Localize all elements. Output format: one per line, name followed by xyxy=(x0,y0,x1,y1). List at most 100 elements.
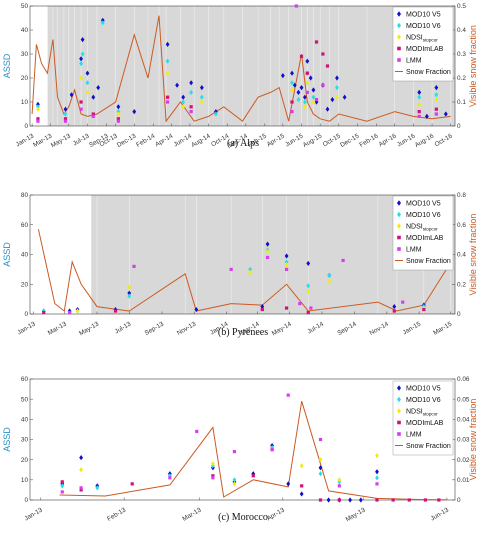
mod10v5-point xyxy=(318,465,323,471)
legend-swatch-mod10v6 xyxy=(397,22,401,29)
lmm-point xyxy=(63,119,68,123)
legend-swatch-ndsi xyxy=(397,408,401,414)
ndsi-point xyxy=(299,463,304,469)
mod10v5-point xyxy=(286,481,291,487)
mod10v6-point xyxy=(306,283,311,289)
lmm-point xyxy=(298,301,302,306)
shaded-period-0 xyxy=(47,6,455,126)
x-tick-label: Jun-14 xyxy=(172,132,193,148)
x-tick-label: Feb-13 xyxy=(106,506,127,522)
ndsi-point xyxy=(284,262,289,268)
lmm-point xyxy=(290,110,294,114)
modimlab-point xyxy=(79,100,83,104)
y2-tick-label: 0.8 xyxy=(457,192,466,199)
ndsi-point xyxy=(36,106,40,112)
x-tick-label: Aug-15 xyxy=(302,132,324,149)
ndsi-point xyxy=(127,284,132,290)
legend-label-ndsi-subscript: stopcor xyxy=(423,37,439,42)
ndsi-point xyxy=(211,461,215,467)
modimlab-point xyxy=(60,480,64,484)
mod10v5-point xyxy=(69,92,74,98)
lmm-point xyxy=(270,447,274,452)
x-tick-label: Jun-15 xyxy=(284,132,305,148)
ndsi-point xyxy=(305,80,310,86)
x-tick-label: Oct-16 xyxy=(434,132,454,148)
legend-label-ndsi: NDSIstopcor xyxy=(406,223,438,231)
modimlab-point xyxy=(42,310,46,315)
mod10v6-point xyxy=(302,99,307,105)
snow-fraction-line xyxy=(59,401,447,501)
ndsi-point xyxy=(375,453,379,459)
mod10v6-point xyxy=(327,272,332,278)
x-tick-label: May-13 xyxy=(78,320,100,337)
mod10v5-point xyxy=(127,290,132,296)
mod10v5-point xyxy=(348,497,352,503)
lmm-point xyxy=(401,300,405,304)
y2-tick-label: 0.2 xyxy=(457,75,466,82)
y2-tick-label: 0.03 xyxy=(457,437,470,444)
ndsi-point xyxy=(318,457,323,463)
legend-label-lmm: LMM xyxy=(406,246,422,253)
legend-swatch-modimlab xyxy=(397,235,401,240)
y2-tick-label: 0.3 xyxy=(457,51,466,58)
plot-frame xyxy=(29,5,456,127)
y2-axis-label: Visible snow fraction xyxy=(468,399,478,481)
legend-swatch-modimlab xyxy=(397,46,401,51)
mod10v6-point xyxy=(311,94,316,100)
mod10v6-point xyxy=(100,20,105,26)
y-tick-label: 10 xyxy=(21,477,29,484)
modimlab-point xyxy=(314,40,319,44)
mod10v5-point xyxy=(375,469,379,475)
y-axis-label: ASSD xyxy=(2,242,12,267)
x-tick-label: Apr-15 xyxy=(266,132,286,148)
lmm-point xyxy=(168,476,172,480)
legend-swatch-modimlab xyxy=(397,420,401,425)
plot-area xyxy=(30,379,455,500)
mod10v5-point xyxy=(325,106,330,112)
y2-axis-label: Visible snow fraction xyxy=(468,25,478,107)
ndsi-point xyxy=(417,101,422,107)
mod10v5-point xyxy=(85,70,90,76)
ndsi-point xyxy=(306,289,311,295)
legend-label-mod10v5: MOD10 V5 xyxy=(406,11,441,18)
x-tick-label: Jul-14 xyxy=(306,320,325,335)
mod10v5-point xyxy=(424,113,429,119)
mod10v5-point xyxy=(392,303,397,310)
mod10v5-point xyxy=(181,94,186,100)
mod10v5-point xyxy=(165,41,170,47)
legend-label-snow_fraction: Snow Fraction xyxy=(406,258,451,265)
ndsi-point xyxy=(232,481,237,487)
y-tick-label: 0 xyxy=(24,497,28,504)
lmm-point xyxy=(132,264,136,268)
modimlab-point xyxy=(337,498,341,502)
legend-swatch-lmm xyxy=(397,58,401,62)
lmm-point xyxy=(375,482,379,486)
lmm-point xyxy=(337,484,341,488)
legend-label-mod10v6: MOD10 V6 xyxy=(406,23,441,30)
legend-label-ndsi-subscript: stopcor xyxy=(423,411,439,416)
lmm-point xyxy=(434,112,438,116)
modimlab-point xyxy=(318,498,323,502)
mod10v5-point xyxy=(296,89,301,95)
mod10v5-point xyxy=(314,99,319,105)
mod10v5-point xyxy=(292,82,297,88)
y-tick-label: 20 xyxy=(21,75,29,82)
ndsi-point xyxy=(327,278,332,284)
legend-label-ndsi: NDSIstopcor xyxy=(406,34,438,42)
panel-caption: (b) Pyrenees xyxy=(218,327,268,338)
y2-tick-label: 0.1 xyxy=(457,99,466,106)
modimlab-point xyxy=(375,498,379,502)
legend-swatch-mod10v6 xyxy=(397,396,401,403)
y2-tick-label: 0 xyxy=(457,311,461,318)
modimlab-point xyxy=(116,117,120,121)
legend-swatch-ndsi xyxy=(397,223,401,229)
x-tick-label: Jan-13 xyxy=(23,506,44,522)
legend-box xyxy=(392,6,454,82)
y-tick-label: 80 xyxy=(21,192,29,199)
x-tick-label: Jan-13 xyxy=(15,132,36,148)
legend-swatch-ndsi xyxy=(397,34,401,40)
chart-panel-3: 0 10 20 30 40 50 60 0 0.01 0.02 0.03 0.04 0.05 0.06 Ja… xyxy=(2,376,478,523)
ndsi-point xyxy=(248,269,253,275)
modimlab-point xyxy=(284,306,289,310)
legend-label-lmm: LMM xyxy=(406,431,422,438)
